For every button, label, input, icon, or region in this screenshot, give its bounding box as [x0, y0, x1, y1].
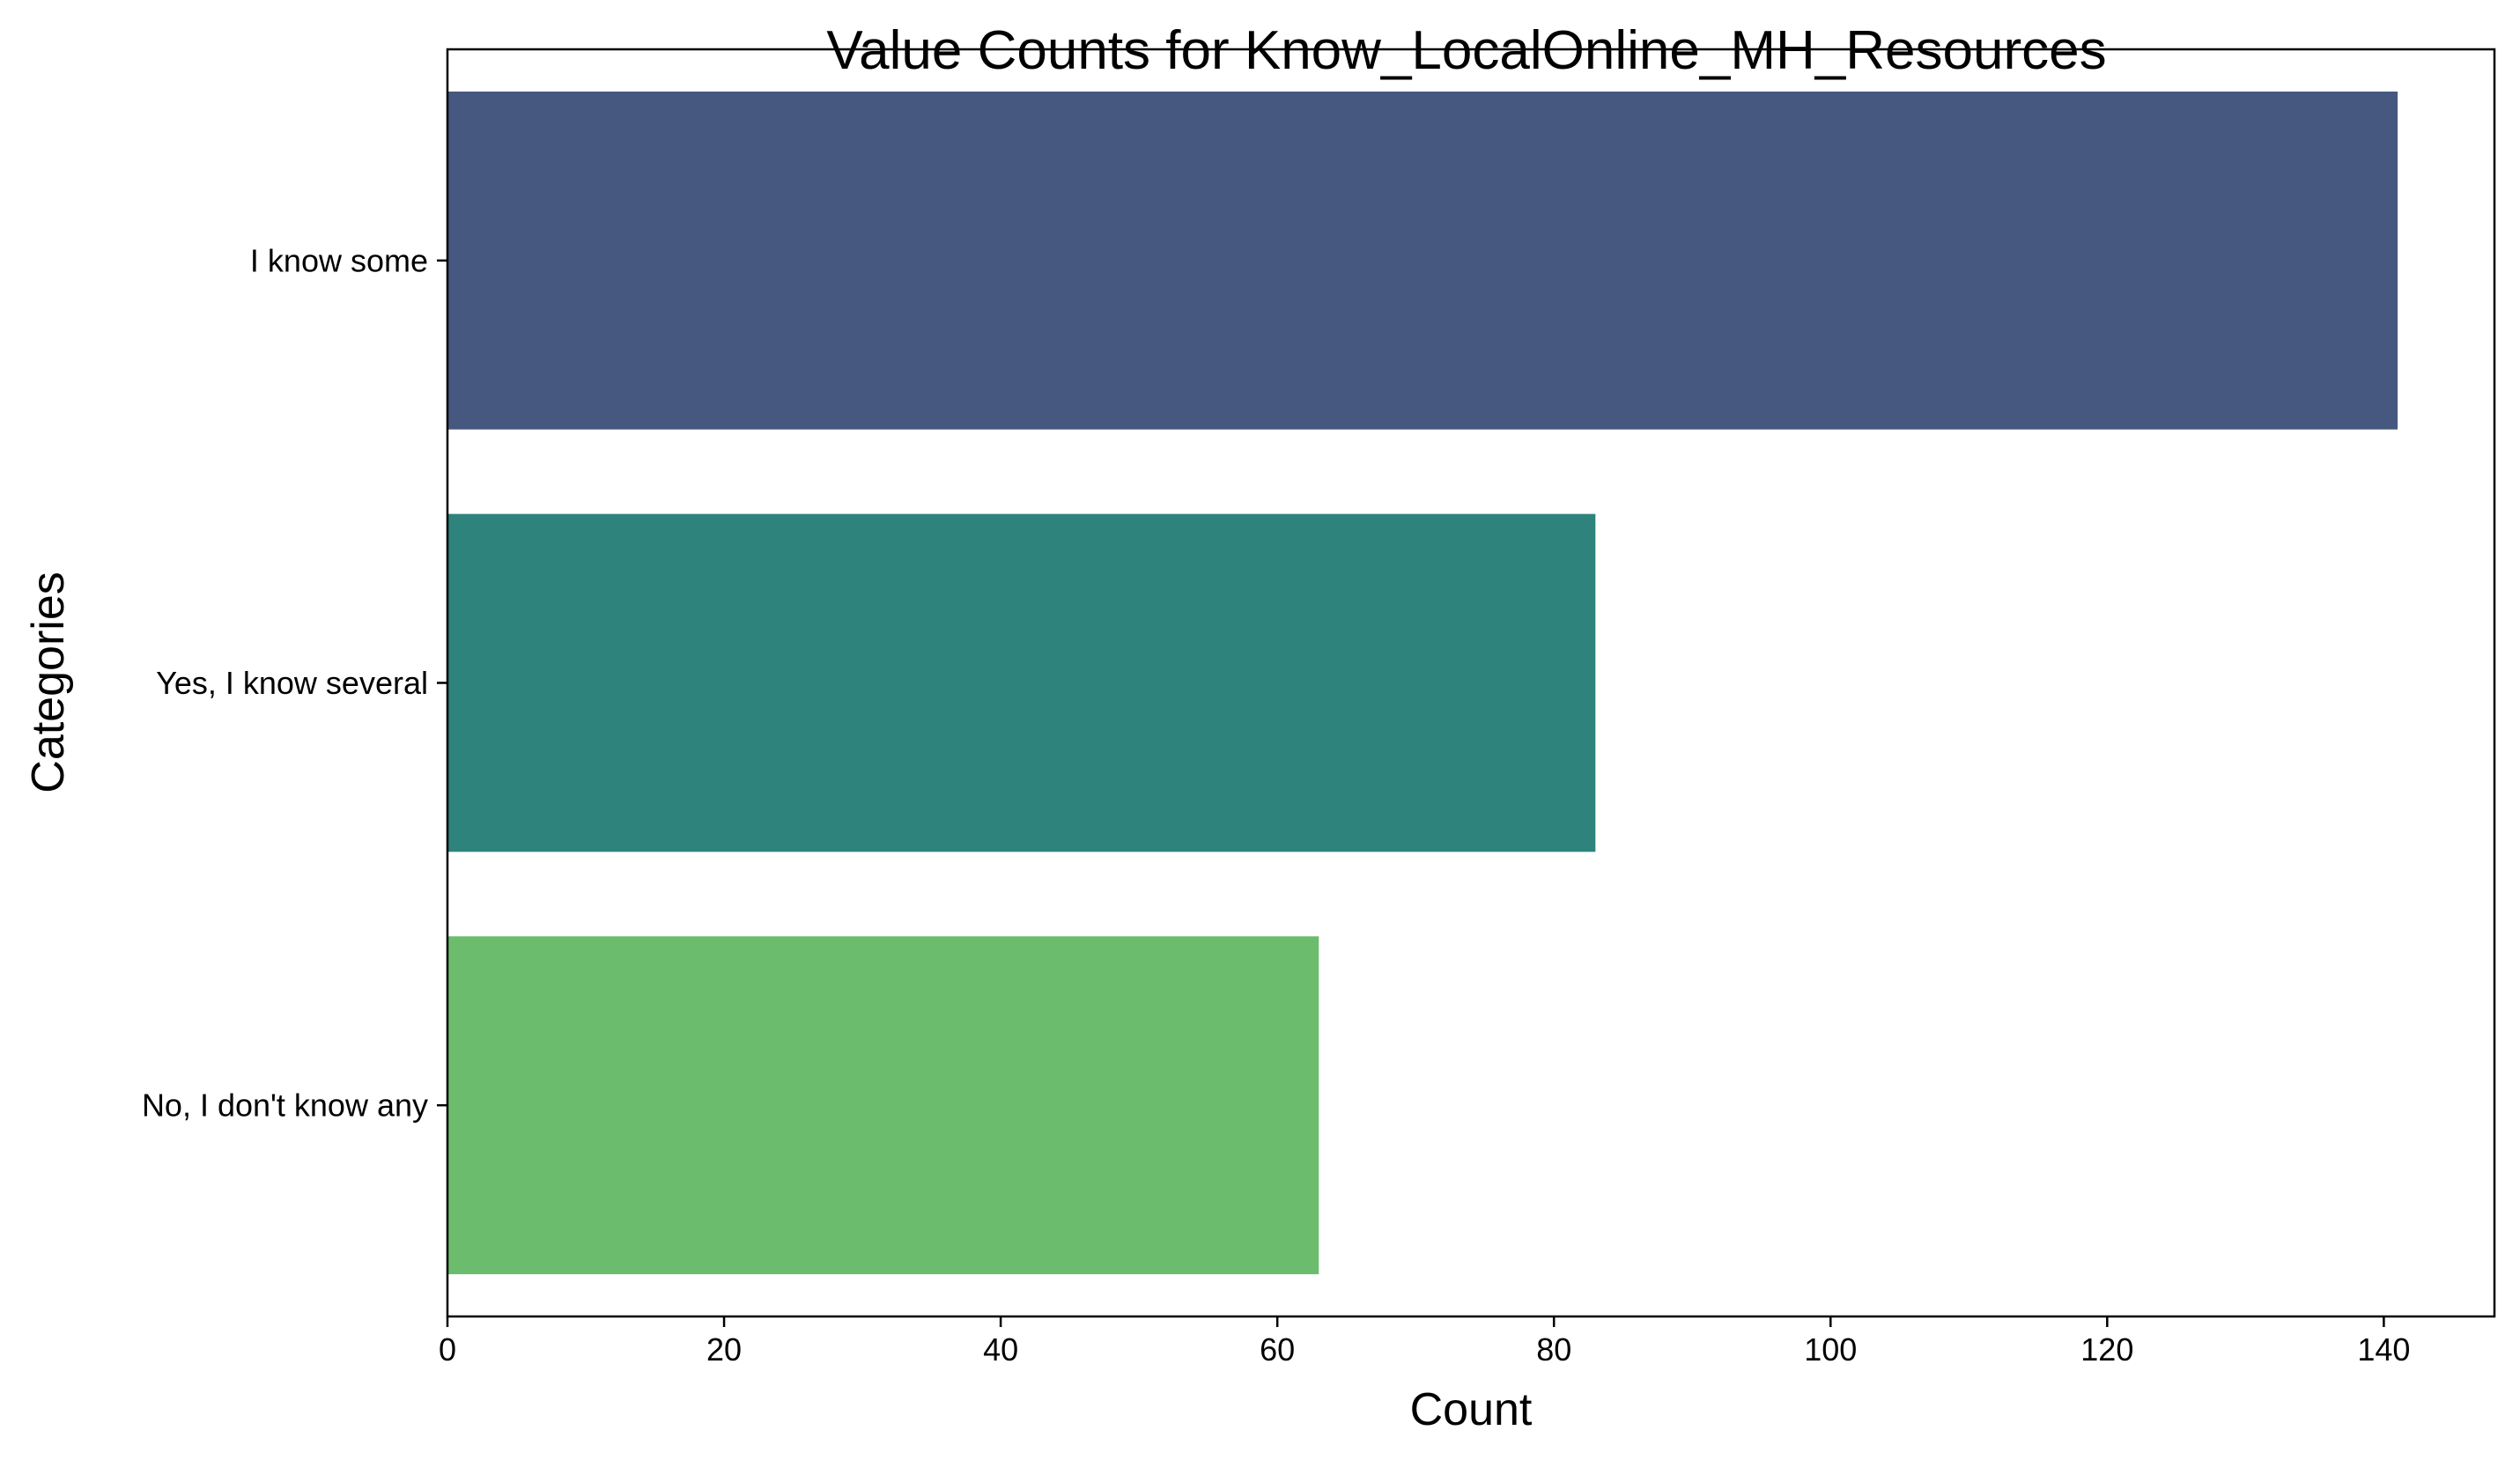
- x-tick-label-6: 100: [1804, 1331, 1857, 1368]
- x-tick-label-4: 60: [1260, 1331, 1295, 1368]
- x-tick-label-3: 40: [983, 1331, 1018, 1368]
- bar-3: [447, 936, 1319, 1275]
- y-tick-label-1: I know some: [250, 242, 428, 278]
- axes-frame: [446, 48, 2496, 1318]
- x-axis-label: Count: [1410, 1384, 1533, 1435]
- x-tick-label-8: 140: [2357, 1331, 2410, 1368]
- y-tick-label-2: Yes, I know several: [156, 665, 428, 701]
- x-tick-label-2: 20: [706, 1331, 742, 1368]
- y-axis-label: Categories: [23, 571, 74, 793]
- chart-title: Value Counts for Know_LocalOnline_MH_Res…: [826, 20, 2106, 81]
- x-tick-label-7: 120: [2080, 1331, 2133, 1368]
- ticks-layer: I know some Yes, I know several No, I don'…: [142, 242, 2410, 1368]
- x-tick-label-5: 80: [1536, 1331, 1571, 1368]
- bar-2: [447, 513, 1596, 852]
- y-tick-label-3: No, I don't know any: [142, 1088, 428, 1124]
- bar-1: [447, 91, 2398, 430]
- bars-layer: [447, 91, 2398, 1275]
- x-tick-label-1: 0: [439, 1331, 456, 1368]
